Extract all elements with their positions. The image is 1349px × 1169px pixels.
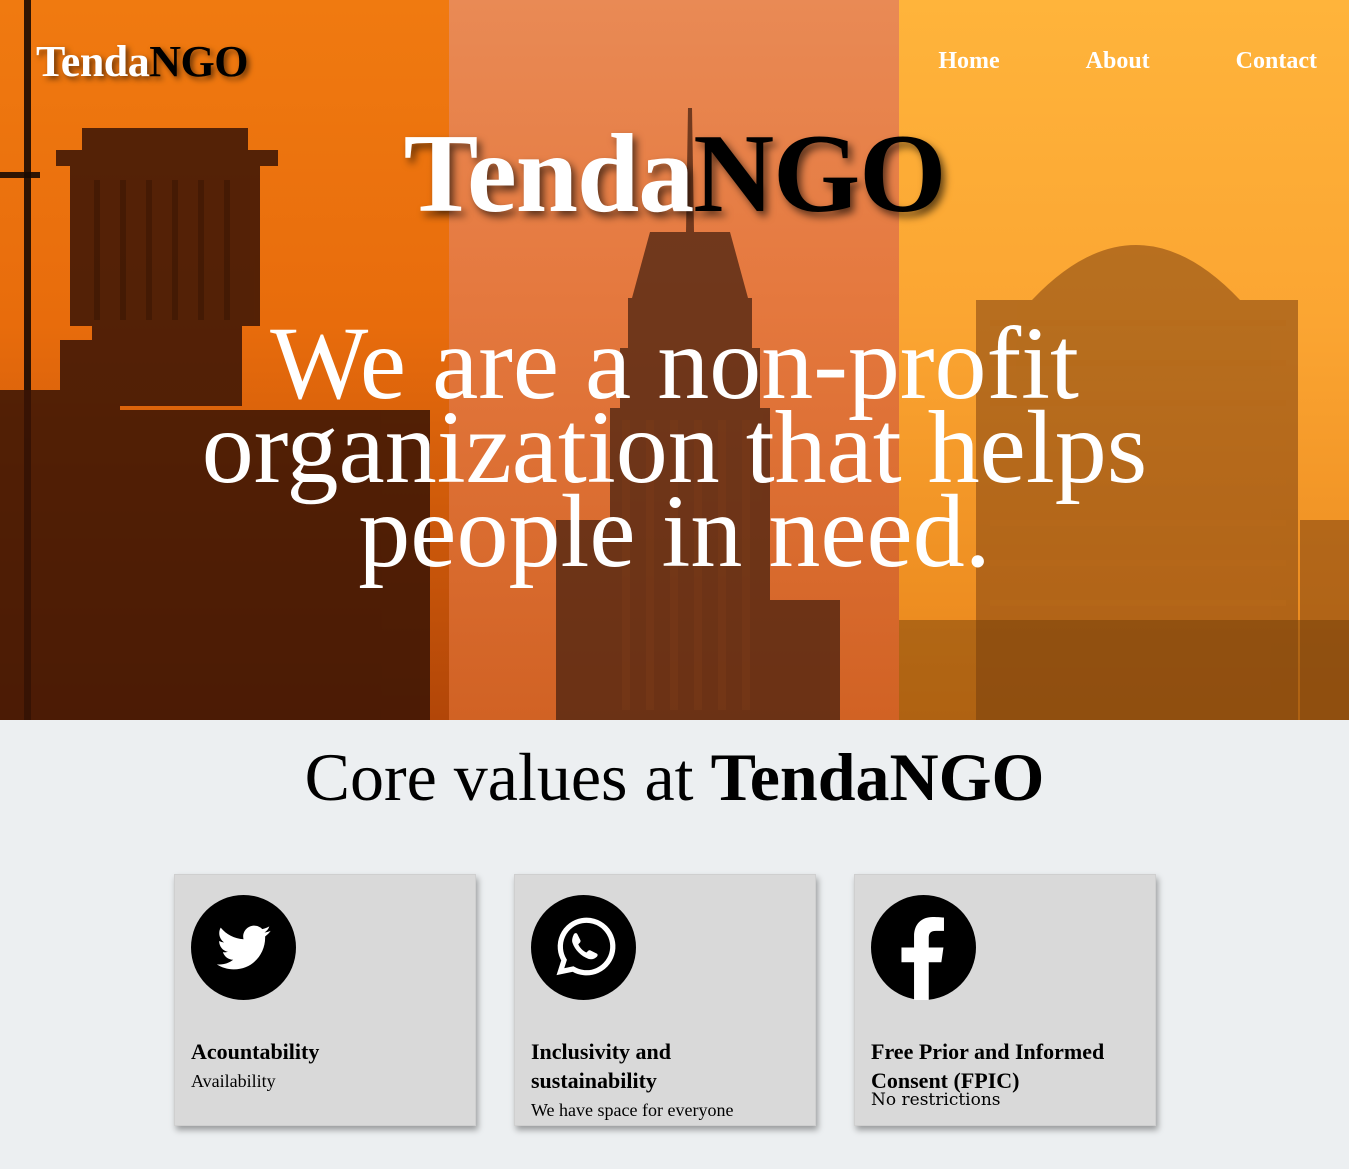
value-card-title: Free Prior and Informed Consent (FPIC) bbox=[871, 1037, 1141, 1095]
site-logo[interactable]: TendaNGO bbox=[36, 36, 248, 87]
whatsapp-icon[interactable] bbox=[531, 895, 636, 1000]
value-card-title: Acountability bbox=[191, 1037, 461, 1066]
value-card-title: Inclusivity and sustainability bbox=[531, 1037, 801, 1095]
hero-section: TendaNGO Home About Contact TendaNGO We … bbox=[0, 0, 1349, 720]
core-values-title: Core values at TendaNGO bbox=[0, 740, 1349, 815]
value-card-inclusivity: Inclusivity and sustainability We have s… bbox=[514, 874, 816, 1126]
nav-about-link[interactable]: About bbox=[1086, 48, 1150, 75]
twitter-icon[interactable] bbox=[191, 895, 296, 1000]
value-card-description: No restrictions bbox=[871, 1090, 1001, 1110]
hero-brand-ngo: NGO bbox=[693, 112, 945, 236]
logo-part-tenda: Tenda bbox=[36, 37, 149, 86]
hero-brand-tenda: Tenda bbox=[404, 112, 694, 236]
hero-brand-title: TendaNGO bbox=[0, 118, 1349, 230]
value-card-accountability: Acountability Availability bbox=[174, 874, 476, 1126]
value-card-description: Availability bbox=[191, 1071, 276, 1092]
value-card-description: We have space for everyone bbox=[531, 1100, 733, 1121]
main-nav: Home About Contact bbox=[938, 48, 1317, 75]
facebook-icon[interactable] bbox=[871, 895, 976, 1000]
core-values-prefix: Core values at bbox=[305, 739, 711, 815]
value-card-fpic: Free Prior and Informed Consent (FPIC) N… bbox=[854, 874, 1156, 1126]
nav-contact-link[interactable]: Contact bbox=[1236, 48, 1317, 75]
logo-part-ngo: NGO bbox=[149, 37, 248, 86]
core-values-brand: TendaNGO bbox=[711, 739, 1045, 815]
hero-tagline: We are a non-profit organization that he… bbox=[150, 322, 1199, 574]
nav-home-link[interactable]: Home bbox=[938, 48, 999, 75]
